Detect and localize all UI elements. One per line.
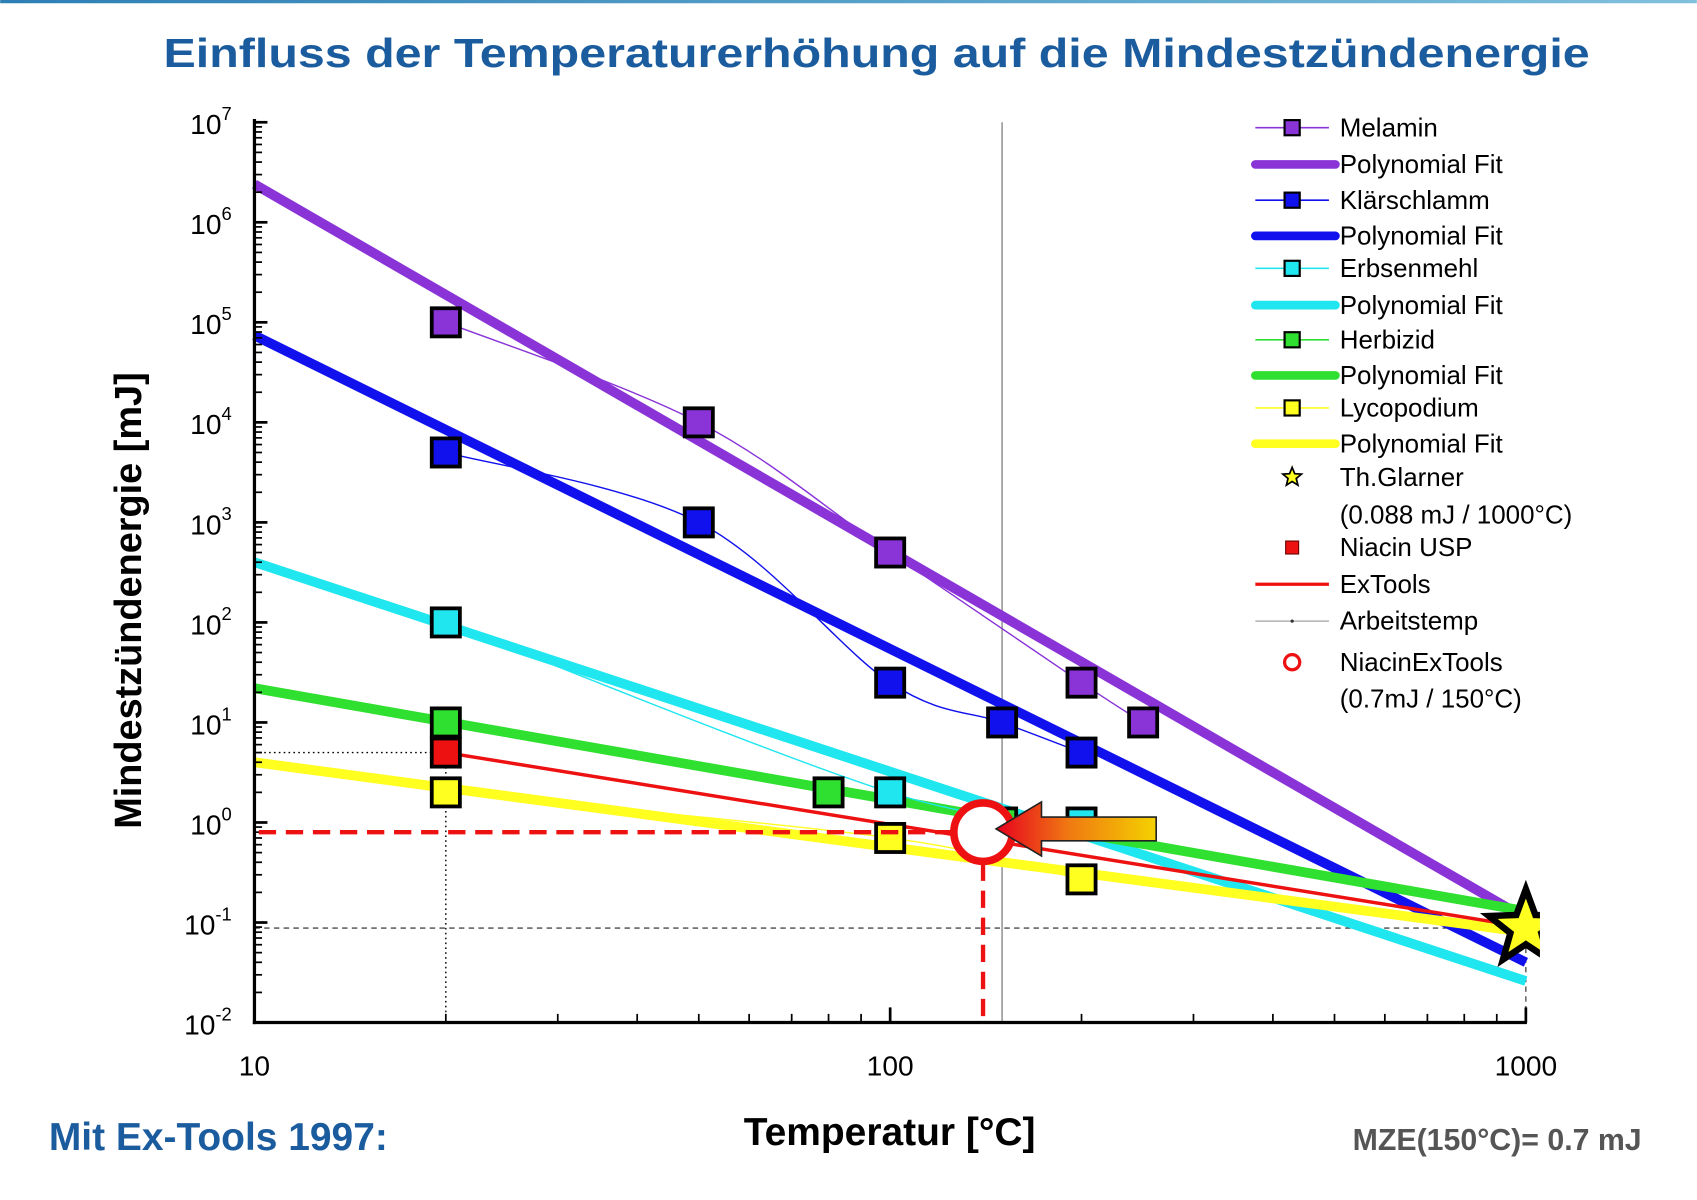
legend-label-erbsenmehl: Erbsenmehl	[1340, 253, 1478, 283]
fit-lines	[252, 180, 1529, 986]
y-tick-exponent: 5	[221, 303, 231, 324]
legend-label-work-temp: Arbeitstemp	[1340, 606, 1478, 636]
legend-label-extools: ExTools	[1340, 569, 1431, 599]
data-point-melamin	[1127, 706, 1160, 739]
legend-fit-label-lycopodium: Polynomial Fit	[1340, 428, 1504, 458]
y-tick-exponent: 7	[221, 103, 231, 124]
legend-marker-herbizid	[1283, 331, 1301, 349]
top-rule	[0, 0, 1697, 4]
legend-marker-niacin	[1285, 540, 1300, 555]
data-point-klaerschlamm	[682, 506, 715, 539]
x-axis-label: Temperatur [°C]	[744, 1111, 1036, 1154]
legend-note-reference: (0.088 mJ / 1000°C)	[1340, 500, 1573, 530]
y-tick-exponent: 4	[221, 403, 231, 424]
y-tick-base: 10	[190, 209, 221, 240]
data-point-melamin	[874, 536, 907, 569]
legend-label-niacin: Niacin USP	[1340, 532, 1473, 562]
legend-label-klaerschlamm: Klärschlamm	[1340, 185, 1490, 215]
y-tick-exponent: 1	[221, 703, 231, 724]
footer-left-caption: Mit Ex-Tools 1997:	[49, 1116, 388, 1159]
result-overlay	[258, 799, 1540, 1023]
chart-title: Einfluss der Temperaturerhöhung auf die …	[164, 30, 1590, 76]
y-tick-label: 102	[190, 603, 232, 640]
data-point-niacin-usp	[429, 736, 462, 769]
y-axis-label: Mindestzündenergie [mJ]	[108, 372, 150, 828]
y-tick-base: 10	[190, 409, 221, 440]
fit-line-erbsenmehl	[252, 557, 1528, 986]
y-tick-label: 106	[190, 203, 232, 240]
legend-label-lycopodium: Lycopodium	[1340, 393, 1479, 423]
pointer-arrow-icon	[994, 800, 1157, 858]
footer-right-result: MZE(150°C)= 0.7 mJ	[1353, 1124, 1642, 1157]
legend-fit-label-erbsenmehl: Polynomial Fit	[1340, 290, 1504, 320]
legend-marker-lycopodium	[1283, 399, 1301, 417]
y-tick-base: 10	[190, 609, 221, 640]
y-tick-exponent: -1	[215, 903, 231, 924]
x-tick-label: 100	[867, 1051, 914, 1082]
y-tick-exponent: 2	[221, 603, 231, 624]
x-tick-label: 1000	[1495, 1051, 1558, 1082]
legend-marker-erbsenmehl	[1283, 259, 1301, 278]
legend-label-result: NiacinExTools	[1340, 647, 1503, 677]
y-tick-base: 10	[190, 109, 221, 140]
data-point-melamin	[682, 406, 715, 439]
data-point-herbizid	[812, 776, 845, 809]
legend-fit-label-klaerschlamm: Polynomial Fit	[1340, 221, 1504, 251]
data-point-klaerschlamm	[874, 666, 907, 699]
y-tick-label: 10-1	[184, 903, 232, 940]
y-tick-label: 104	[190, 403, 232, 440]
y-tick-exponent: 3	[221, 503, 231, 524]
legend-fit-label-herbizid: Polynomial Fit	[1340, 360, 1504, 390]
legend-dot-work-temp	[1290, 619, 1294, 623]
y-tick-label: 107	[190, 103, 232, 140]
connect-line-lycopodium	[445, 791, 1082, 881]
y-tick-base: 10	[184, 909, 215, 940]
data-point-erbsenmehl	[874, 776, 907, 809]
y-tick-label: 105	[190, 303, 232, 340]
y-tick-base: 10	[190, 509, 221, 540]
data-point-lycopodium	[429, 776, 462, 809]
legend-star-icon	[1280, 465, 1304, 487]
y-tick-label: 103	[190, 503, 232, 540]
legend-label-herbizid: Herbizid	[1340, 324, 1435, 354]
fit-line-klaerschlamm	[252, 331, 1529, 967]
legend-marker-melamin	[1283, 119, 1301, 137]
data-point-klaerschlamm	[1065, 736, 1098, 769]
data-point-melamin	[1065, 666, 1098, 699]
y-tick-exponent: 6	[221, 203, 231, 224]
legend-fit-label-melamin: Polynomial Fit	[1340, 149, 1504, 179]
y-tick-base: 10	[190, 709, 221, 740]
y-tick-base: 10	[184, 1009, 215, 1040]
legend-circle-icon	[1282, 653, 1302, 672]
data-point-klaerschlamm	[986, 706, 1019, 739]
data-point-klaerschlamm	[429, 436, 462, 469]
legend-label-reference: Th.Glarner	[1340, 462, 1464, 492]
guide-lines	[254, 122, 1527, 1023]
y-tick-exponent: -2	[215, 1003, 231, 1024]
legend-label-melamin: Melamin	[1340, 112, 1438, 142]
data-point-lycopodium	[1065, 863, 1098, 896]
y-tick-label: 101	[190, 703, 232, 740]
reference-star-marker	[1479, 879, 1540, 968]
data-point-herbizid	[429, 706, 462, 739]
legend: Melamin Polynomial Fit Klärschlamm Polynomi…	[1251, 112, 1573, 714]
data-point-melamin	[429, 306, 462, 339]
y-tick-label: 10-2	[184, 1003, 232, 1040]
data-point-erbsenmehl	[429, 606, 462, 639]
y-tick-exponent: 0	[221, 803, 231, 824]
data-point-lycopodium	[874, 822, 907, 854]
y-tick-base: 10	[190, 309, 221, 340]
y-tick-base: 10	[190, 809, 221, 840]
legend-marker-klaerschlamm	[1283, 191, 1301, 209]
y-tick-label: 100	[190, 803, 232, 840]
legend-note-result: (0.7mJ / 150°C)	[1340, 684, 1522, 714]
x-tick-label: 10	[239, 1051, 270, 1082]
